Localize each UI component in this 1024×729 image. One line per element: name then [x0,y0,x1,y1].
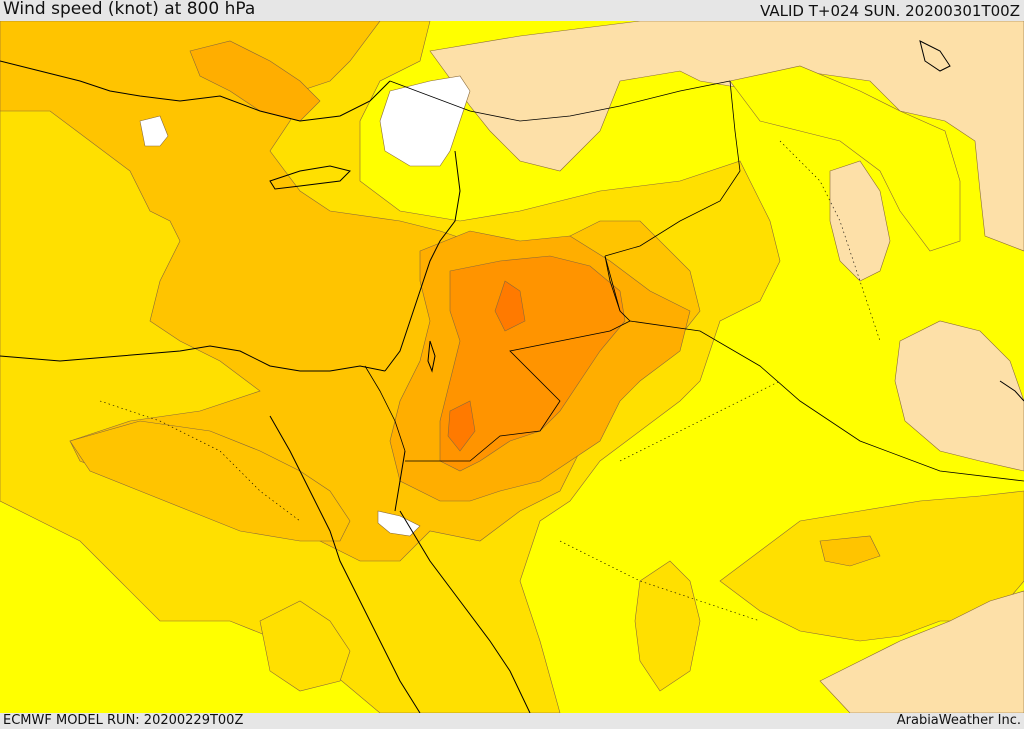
wind-band-moderate-egypt [69,420,351,542]
border-iraq-saudi [629,320,1024,482]
border-syria-iraq [604,80,741,257]
wind-band-iraq-very-light [829,160,891,282]
coastline-turkey [0,60,391,122]
wind-band-very-light-northeast [429,21,1024,252]
header-bar: Wind speed (knot) at 800 hPa VALID T+024… [0,0,1024,21]
wind-band-southeast-moderate [819,535,881,567]
dotted-boundary-1 [99,400,301,522]
coastline-red-sea-west [269,415,421,713]
wind-band-southeast-moderate-low [719,490,1024,642]
valid-time: VALID T+024 SUN. 20200301T00Z [760,2,1020,20]
map-title: Wind speed (knot) at 800 hPa [3,0,256,19]
coastline-egypt [0,345,386,372]
dotted-boundary-4 [779,140,881,342]
coastline-levant [384,150,461,372]
border-egypt-israel [364,365,406,452]
wind-band-light-northeast [729,65,961,252]
border-turkey-syria [389,80,731,122]
map-canvas [0,21,1024,713]
footer-bar: ECMWF MODEL RUN: 20200229T00Z ArabiaWeat… [0,713,1024,729]
border-jordan-iraq [604,255,621,312]
wind-band-turkey-patch [189,40,321,122]
model-run-label: ECMWF MODEL RUN: 20200229T00Z [3,713,244,728]
coastline-gulf-of-aqaba [394,450,406,512]
coastline-dead-sea [427,340,436,373]
credit-label: ArabiaWeather Inc. [896,713,1021,728]
calm-area-turkey-lake [379,75,471,167]
wind-band-southwest-moderate-low [634,560,701,692]
coastline-lake-van [919,40,951,72]
wind-band-southeast-very-light [819,590,1024,713]
calm-area-gulf-of-suez [377,510,421,537]
wind-band-strongest-cell-2 [494,280,526,332]
coastline-gulf [999,380,1024,402]
wind-band-strongest-cell-1 [447,400,476,452]
border-jordan-saudi [405,255,631,462]
wind-speed-map[interactable] [0,21,1024,713]
coastline-cyprus [269,165,351,190]
dotted-boundary-2 [619,380,781,462]
wind-band-south-moderate-low [259,600,351,692]
calm-area-northwest [139,115,169,147]
coastline-red-sea-east [399,510,531,713]
wind-band-east-very-light [894,320,1024,472]
